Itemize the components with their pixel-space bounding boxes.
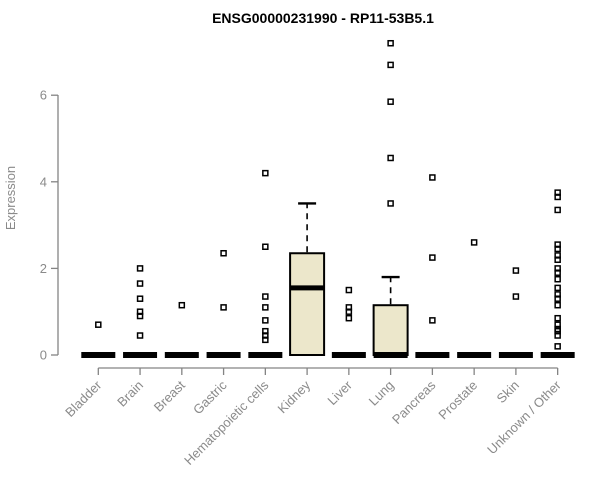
x-tick-label: Kidney <box>275 377 314 416</box>
outlier-point <box>429 254 436 261</box>
outlier-point <box>262 169 269 177</box>
collapsed-box-breast <box>164 352 199 358</box>
outlier-point <box>95 321 102 328</box>
outlier-point <box>554 256 561 263</box>
outlier-point <box>262 336 269 344</box>
outlier-point <box>387 98 394 105</box>
outlier-point <box>387 39 394 47</box>
outlier-point <box>345 286 353 294</box>
outlier-point <box>512 267 520 274</box>
chart-title: ENSG00000231990 - RP11-53B5.1 <box>212 10 434 26</box>
x-tick-label: Breast <box>151 377 188 414</box>
collapsed-box-gastric <box>206 352 241 358</box>
x-tick-label: Prostate <box>435 378 480 423</box>
outlier-point <box>554 269 561 276</box>
outlier-point <box>220 249 227 257</box>
x-tick-label: Liver <box>324 377 355 408</box>
outlier-point <box>136 295 144 302</box>
outlier-point <box>429 174 436 181</box>
outlier-point <box>554 301 561 309</box>
collapsed-box-bladder <box>81 352 116 358</box>
outlier-point <box>554 295 561 302</box>
collapsed-box-unknown-other <box>540 352 575 358</box>
median-line <box>373 352 408 358</box>
x-tick-label: Pancreas <box>389 377 439 427</box>
x-tick-label: Skin <box>494 378 522 406</box>
outlier-point <box>345 308 353 315</box>
outlier-point <box>136 312 144 320</box>
outlier-point <box>554 332 561 339</box>
outlier-point <box>554 343 561 350</box>
collapsed-box-pancreas <box>415 352 450 358</box>
y-tick-label: 4 <box>40 174 47 189</box>
outlier-point <box>136 280 144 287</box>
box-kidney <box>289 252 326 356</box>
outlier-point <box>470 239 478 246</box>
outlier-point <box>554 275 561 283</box>
outlier-point <box>262 317 269 324</box>
outlier-point <box>387 61 394 69</box>
x-tick-label: Gastric <box>190 377 230 417</box>
outlier-point <box>554 314 561 322</box>
outlier-point <box>554 206 561 214</box>
outlier-point <box>345 314 353 322</box>
outlier-point <box>387 154 394 162</box>
outlier-point <box>220 304 227 311</box>
outlier-point <box>387 200 394 207</box>
x-tick-label: Lung <box>366 378 397 409</box>
outlier-point <box>512 293 520 300</box>
y-tick-label: 2 <box>40 261 47 276</box>
outlier-point <box>554 245 561 253</box>
outlier-point <box>262 243 269 250</box>
collapsed-box-skin <box>498 352 533 358</box>
box-lung <box>372 304 409 356</box>
collapsed-box-liver <box>331 352 366 358</box>
outlier-point <box>136 265 144 272</box>
collapsed-box-hematopoietic-cells <box>248 352 283 358</box>
y-tick-label: 6 <box>40 88 47 103</box>
x-tick-label: Unknown / Other <box>484 377 564 457</box>
outlier-point <box>178 301 186 309</box>
outlier-point <box>554 193 561 201</box>
x-tick-label: Bladder <box>62 377 105 420</box>
outlier-point <box>136 332 144 339</box>
outlier-point <box>262 293 269 300</box>
median-line <box>290 285 325 291</box>
outlier-point <box>554 284 561 292</box>
outlier-point <box>262 304 269 311</box>
collapsed-box-brain <box>123 352 158 358</box>
outlier-point <box>429 317 436 324</box>
collapsed-box-prostate <box>457 352 492 358</box>
y-tick-label: 0 <box>40 348 47 363</box>
x-tick-label: Brain <box>114 378 146 410</box>
